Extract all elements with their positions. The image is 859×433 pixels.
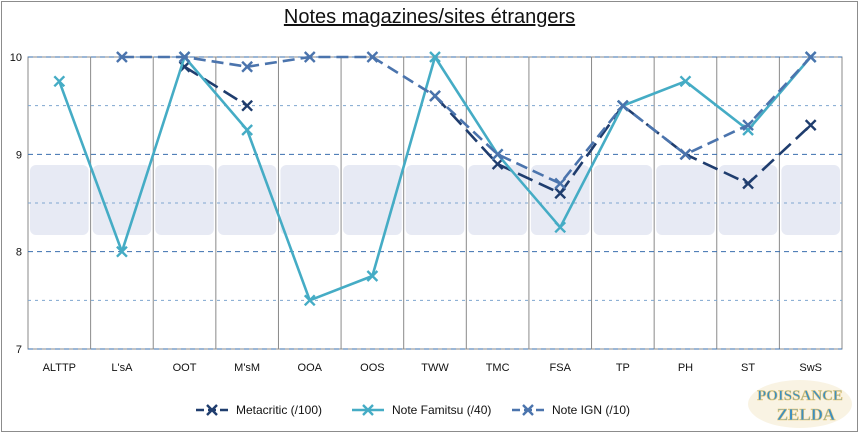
data-point-marker: [679, 148, 692, 161]
data-point-marker: [554, 177, 567, 190]
series-note-ign-10: [116, 51, 817, 190]
y-tick-label: 8: [16, 247, 22, 259]
x-tick-label: L'sA: [111, 362, 133, 374]
legend-marker: [206, 404, 218, 416]
x-tick-label: ST: [741, 362, 755, 374]
legend-label: Note IGN (/10): [552, 403, 630, 417]
background-logo-block: [280, 165, 340, 235]
data-point-marker: [429, 90, 441, 102]
data-point-marker: [366, 270, 379, 282]
data-point-marker: [554, 187, 567, 200]
watermark-logo: POISSANCE ZELDA: [748, 380, 852, 428]
legend-marker: [522, 404, 534, 416]
x-tick-label: SwS: [799, 362, 822, 374]
data-point-marker: [241, 124, 254, 136]
data-point-marker: [303, 51, 316, 63]
legend-marker: [362, 404, 374, 416]
series-line: [121, 55, 812, 185]
x-tick-label: OOS: [360, 362, 384, 374]
background-logo-block: [530, 165, 590, 235]
background-logo-block: [30, 165, 89, 235]
chart-title: Notes magazines/sites étrangers: [283, 6, 576, 28]
data-point-marker: [491, 158, 504, 170]
y-tick-label: 10: [10, 52, 22, 64]
data-point-marker: [116, 51, 128, 63]
x-tick-label: TWW: [421, 362, 449, 374]
x-tick-label: OOT: [173, 362, 197, 374]
x-tick-label: M'sM: [234, 362, 260, 374]
data-point-marker: [366, 51, 379, 63]
x-tick-label: TMC: [486, 362, 510, 374]
data-point-marker: [116, 245, 128, 258]
background-logo-block: [155, 165, 214, 235]
background-logo-block: [343, 165, 402, 235]
background-logo-block: [92, 165, 152, 235]
series-group: [53, 51, 817, 307]
y-axis-ticks: 7 8 9 10: [10, 52, 22, 356]
background-logos: [30, 165, 840, 235]
background-logo-block: [718, 165, 778, 235]
data-point-marker: [178, 51, 191, 63]
x-tick-label: OOA: [298, 362, 323, 374]
data-point-marker: [742, 177, 754, 190]
x-tick-label: PH: [678, 362, 693, 374]
x-tick-label: FSA: [550, 362, 572, 374]
data-point-marker: [429, 51, 441, 63]
svg-text:POISSANCE: POISSANCE: [757, 388, 843, 404]
legend: Metacritic (/100) Note Famitsu (/40) Note …: [196, 403, 630, 417]
x-axis-ticks: ALTTP L'sA OOT M'sM OOA OOS TWW TMC FSA TP PH ST SwS: [43, 362, 822, 374]
background-logo-block: [217, 165, 277, 235]
data-point-marker: [554, 221, 567, 234]
x-tick-label: TP: [616, 362, 630, 374]
y-tick-label: 9: [16, 149, 22, 161]
data-point-marker: [303, 294, 316, 307]
data-point-marker: [241, 99, 254, 112]
y-tick-label: 7: [16, 344, 22, 356]
background-logo-block: [656, 165, 715, 235]
background-logo-block: [405, 165, 465, 235]
svg-text:ZELDA: ZELDA: [777, 405, 836, 424]
data-point-marker: [804, 51, 817, 63]
series-line: [183, 65, 248, 107]
legend-label: Metacritic (/100): [236, 403, 322, 417]
x-tick-label: ALTTP: [43, 362, 76, 374]
background-logo-block: [468, 165, 527, 235]
data-point-marker: [491, 148, 504, 161]
background-logo-block: [593, 165, 653, 235]
data-point-marker: [804, 119, 817, 131]
data-point-marker: [616, 99, 629, 112]
background-logo-block: [781, 165, 840, 235]
data-point-marker: [679, 75, 692, 88]
data-point-marker: [742, 119, 754, 131]
data-point-marker: [241, 60, 254, 73]
data-point-marker: [53, 75, 66, 88]
legend-label: Note Famitsu (/40): [392, 403, 491, 417]
